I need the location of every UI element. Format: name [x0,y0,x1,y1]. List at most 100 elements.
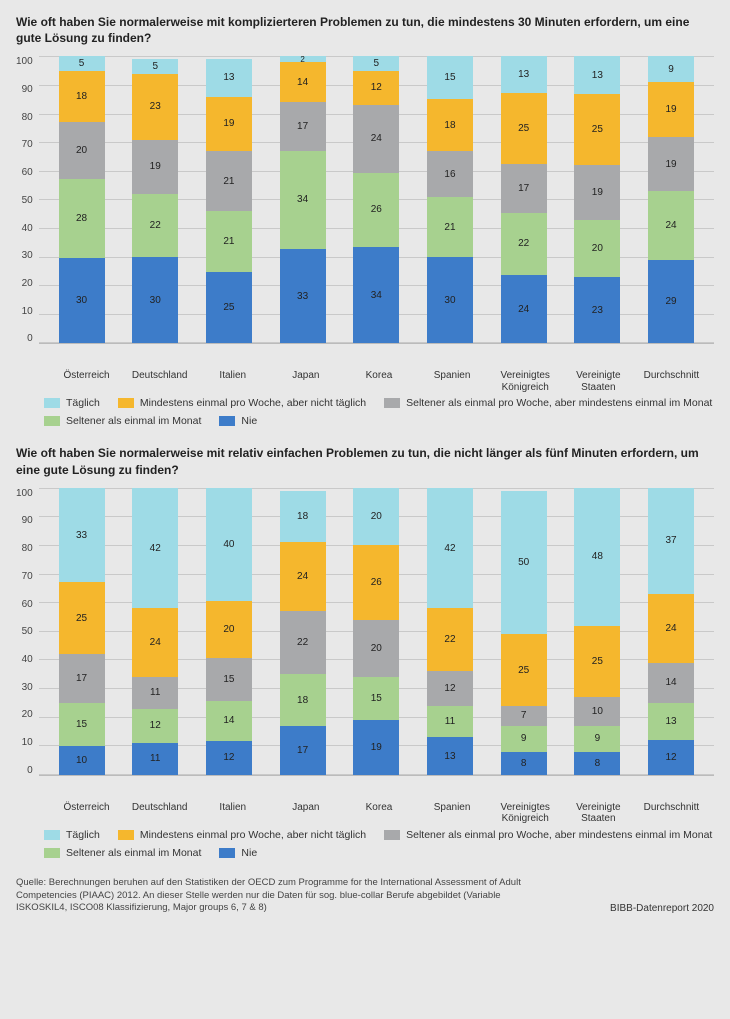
segment-weekly: 24 [648,594,694,663]
x-label-uk: Vereinigtes Königreich [495,370,555,393]
segment-monthly: 16 [427,151,473,197]
legend-item-weekly: Mindestens einmal pro Woche, aber nicht … [118,829,366,841]
report-label: BIBB-Datenreport 2020 [610,902,714,916]
x-label-us: Vereinigte Staaten [568,802,628,825]
segment-monthly: 17 [501,164,547,212]
segment-less_monthly: 15 [59,703,105,746]
segment-never: 10 [59,746,105,775]
segment-daily: 5 [132,59,178,73]
segment-monthly: 19 [648,137,694,192]
x-label-es: Spanien [422,802,482,825]
chart-1-y-axis: 1009080706050403020100 [16,56,39,366]
bar-jp: 1824221817 [280,488,326,775]
segment-weekly: 24 [132,608,178,677]
segment-monthly: 20 [59,122,105,179]
chart-2-title: Wie oft haben Sie normalerweise mit rela… [16,445,714,477]
segment-less_monthly: 24 [648,191,694,260]
segment-weekly: 20 [206,601,252,658]
y-tick: 10 [22,737,33,748]
bar-at: 3325171510 [59,488,105,775]
segment-less_monthly: 34 [280,151,326,249]
segment-monthly: 20 [353,620,399,677]
y-tick: 80 [22,543,33,554]
segment-never: 13 [427,737,473,774]
bar-at: 518202830 [59,56,105,343]
y-tick: 70 [22,139,33,150]
segment-weekly: 25 [501,93,547,164]
segment-daily: 13 [501,56,547,93]
segment-less_monthly: 12 [132,709,178,743]
source-text: Quelle: Berechnungen beruhen auf den Sta… [16,877,536,915]
segment-less_monthly: 28 [59,179,105,259]
x-label-kr: Korea [349,802,409,825]
segment-weekly: 24 [280,542,326,611]
legend-label-monthly: Seltener als einmal pro Woche, aber mind… [406,397,712,409]
chart-1-plot: 5182028305231922301319212125214173433512… [39,56,714,344]
y-tick: 90 [22,84,33,95]
segment-less_monthly: 9 [574,726,620,752]
bar-it: 4020151412 [206,488,252,775]
segment-daily: 48 [574,488,620,626]
legend-label-never: Nie [241,847,257,859]
legend-swatch-less_monthly [44,848,60,858]
segment-daily: 42 [132,488,178,609]
chart-1-bars: 5182028305231922301319212125214173433512… [39,56,714,343]
segment-less_monthly: 14 [206,701,252,741]
bar-avg: 919192429 [648,56,694,343]
segment-daily: 42 [427,488,473,609]
legend-label-less_monthly: Seltener als einmal im Monat [66,415,201,427]
legend-label-daily: Täglich [66,829,100,841]
x-label-it: Italien [203,802,263,825]
legend-swatch-never [219,848,235,858]
segment-never: 34 [353,247,399,344]
segment-never: 8 [501,752,547,775]
segment-monthly: 19 [132,140,178,195]
segment-weekly: 25 [574,94,620,166]
legend-item-monthly: Seltener als einmal pro Woche, aber mind… [384,829,712,841]
segment-weekly: 25 [59,582,105,654]
chart-1-area: 1009080706050403020100 51820283052319223… [16,56,714,366]
chart-2-y-axis: 1009080706050403020100 [16,488,39,798]
segment-weekly: 18 [59,71,105,122]
bar-us: 48251098 [574,488,620,775]
y-tick: 10 [22,306,33,317]
segment-less_monthly: 11 [427,706,473,738]
y-tick: 0 [27,765,33,776]
chart-1-x-labels: ÖsterreichDeutschlandItalienJapanKoreaSp… [16,366,714,393]
segment-never: 29 [648,260,694,343]
segment-weekly: 25 [501,634,547,706]
legend-item-monthly: Seltener als einmal pro Woche, aber mind… [384,397,712,409]
y-tick: 80 [22,112,33,123]
segment-monthly: 10 [574,697,620,726]
legend-label-weekly: Mindestens einmal pro Woche, aber nicht … [140,829,366,841]
segment-daily: 13 [206,59,252,96]
y-tick: 90 [22,515,33,526]
segment-less_monthly: 9 [501,726,547,752]
chart-1-legend: TäglichMindestens einmal pro Woche, aber… [16,397,714,427]
segment-less_monthly: 22 [132,194,178,257]
y-tick: 50 [22,626,33,637]
segment-less_monthly: 26 [353,173,399,247]
segment-never: 23 [574,277,620,343]
segment-daily: 13 [574,56,620,93]
segment-weekly: 19 [206,97,252,152]
chart-1-title: Wie oft haben Sie normalerweise mit komp… [16,14,714,46]
segment-less_monthly: 20 [574,220,620,277]
legend-swatch-weekly [118,398,134,408]
segment-less_monthly: 22 [501,213,547,276]
chart-2-area: 1009080706050403020100 33251715104224111… [16,488,714,798]
segment-monthly: 17 [280,102,326,151]
legend-label-less_monthly: Seltener als einmal im Monat [66,847,201,859]
chart-2-legend: Täglich Mindestens einmal pro Woche, aber… [16,829,714,859]
chart-2: Wie oft haben Sie normalerweise mit rela… [16,445,714,858]
segment-daily: 37 [648,488,694,594]
bar-es: 4222121113 [427,488,473,775]
y-tick: 30 [22,250,33,261]
segment-monthly: 22 [280,611,326,674]
segment-weekly: 18 [427,99,473,151]
segment-weekly: 22 [427,608,473,671]
segment-monthly: 24 [353,105,399,173]
segment-monthly: 17 [59,654,105,703]
segment-never: 12 [648,740,694,774]
y-tick: 50 [22,195,33,206]
